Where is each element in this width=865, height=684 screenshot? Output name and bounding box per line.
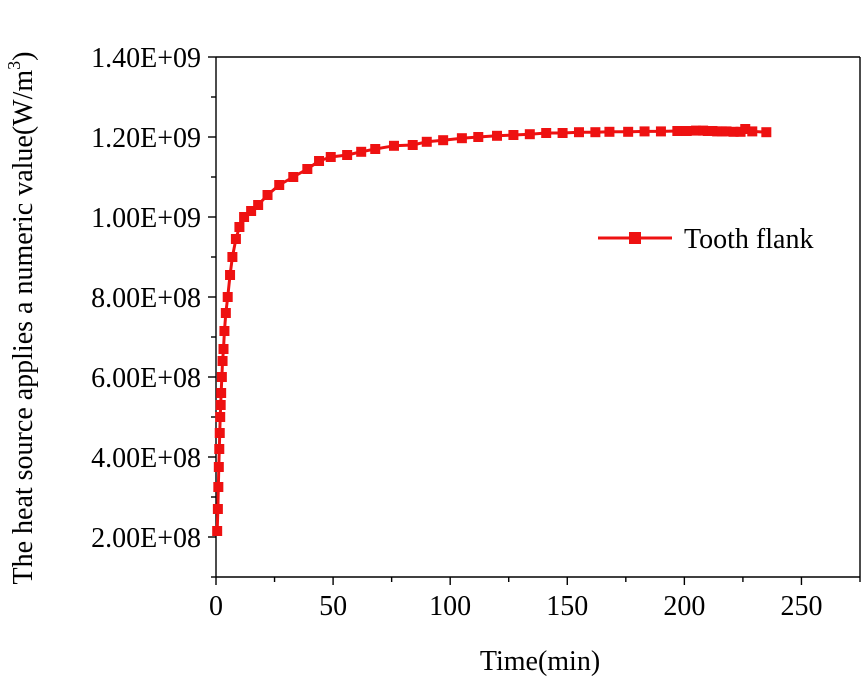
data-point [314,156,325,166]
data-point [721,126,732,137]
data-point [681,126,692,136]
series-tooth-flank [212,124,772,536]
data-point [557,128,568,138]
x-tick-label: 0 [209,591,223,622]
data-point [691,125,702,136]
data-point [234,222,245,232]
y-tick-label: 4.00E+08 [91,443,201,474]
data-point [508,130,519,140]
data-point [288,172,299,182]
data-point [325,152,336,162]
data-point [217,356,228,366]
data-point [473,132,484,142]
data-point [438,135,449,146]
data-point [672,126,683,136]
series-line [215,127,768,533]
data-point [220,308,231,318]
data-point [740,124,751,134]
y-tick-label: 1.00E+09 [91,203,201,234]
y-tick-label: 8.00E+08 [91,283,201,314]
data-point [573,127,584,138]
data-point [216,372,227,382]
data-point [639,126,650,137]
data-point [215,400,226,410]
data-point [253,200,264,210]
data-point [655,126,666,137]
data-point [212,504,223,514]
data-point [623,126,634,137]
data-point [747,126,758,137]
y-tick-label: 2.00E+08 [91,523,201,554]
data-point [213,482,224,492]
data-point [212,526,223,536]
data-point [215,412,226,422]
x-tick-label: 250 [780,591,822,622]
data-point [230,234,241,244]
data-point [541,128,552,138]
data-point [421,136,432,147]
data-point [246,206,257,216]
data-point [214,428,225,438]
y-axis-title-superscript: 3 [4,61,24,70]
data-point [590,127,601,138]
legend-marker [629,232,641,244]
data-point [222,292,233,302]
y-tick-label: 6.00E+08 [91,363,201,394]
data-point [524,129,535,140]
data-point [216,388,227,398]
data-point [728,126,739,137]
data-point [214,444,225,454]
x-axis-title: Time(min) [480,646,600,677]
tick-group: 0 50 100 150 200 250 2.00E+08 4.00E+08 6.00E+08 8… [91,43,861,622]
data-point [302,164,313,174]
x-tick-label: 200 [663,591,705,622]
data-point [342,150,353,160]
data-point [213,462,224,472]
data-point [239,212,250,222]
data-point [219,326,230,336]
data-point [274,180,285,190]
x-tick-label: 50 [319,591,347,622]
legend-label: Tooth flank [684,224,813,255]
y-tick-label: 1.40E+09 [91,43,201,74]
data-point [225,270,236,280]
data-point [492,130,503,141]
series-layer [212,124,772,536]
data-point [370,144,381,154]
data-point [356,146,367,157]
y-tick-label: 1.20E+09 [91,123,201,154]
y-axis-title-main: The heat source applies a numeric value(… [8,70,39,585]
data-point [388,140,399,151]
data-point [227,252,238,262]
x-tick-label: 150 [546,591,588,622]
data-point [262,190,273,200]
data-point [218,344,229,354]
data-point [456,133,467,144]
y-axis-title-suffix: ) [8,52,39,61]
legend: Tooth flank [598,224,813,255]
y-axis-title: The heat source applies a numeric value(… [4,52,39,585]
data-point [604,126,615,137]
data-point [761,127,772,138]
x-tick-label: 100 [429,591,471,622]
data-point [407,140,418,150]
